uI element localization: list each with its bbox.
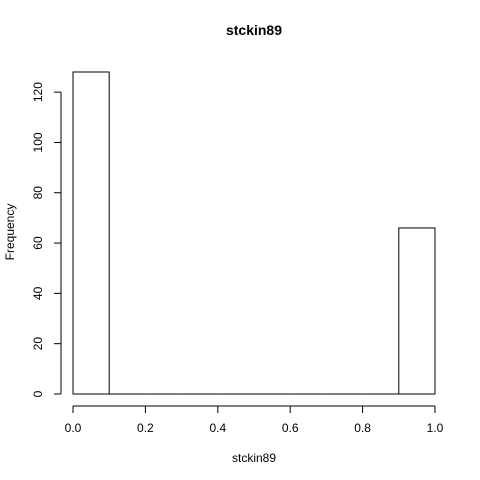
x-tick-label: 0.6: [282, 421, 299, 435]
x-tick-label: 0.8: [354, 421, 371, 435]
y-tick-label: 100: [31, 132, 45, 152]
y-tick-label: 40: [31, 286, 45, 300]
y-axis: 0 20 40 60 80 100 120: [31, 82, 62, 397]
chart-title: stckin89: [226, 22, 282, 38]
x-tick-label: 0.2: [137, 421, 154, 435]
x-axis-label: stckin89: [232, 451, 276, 465]
x-tick-label: 1.0: [427, 421, 444, 435]
histogram-bar: [72, 71, 110, 395]
x-tick-label: 0.0: [65, 421, 82, 435]
y-tick-label: 60: [31, 236, 45, 250]
y-tick-label: 120: [31, 82, 45, 102]
x-tick-label: 0.4: [209, 421, 226, 435]
histogram-bar: [398, 227, 436, 395]
x-axis: 0.0 0.2 0.4 0.6 0.8 1.0: [65, 405, 444, 435]
y-tick-label: 0: [31, 390, 45, 397]
y-axis-label: Frequency: [3, 204, 17, 261]
bars-group: [72, 71, 436, 395]
y-tick-label: 20: [31, 337, 45, 351]
y-tick-label: 80: [31, 186, 45, 200]
